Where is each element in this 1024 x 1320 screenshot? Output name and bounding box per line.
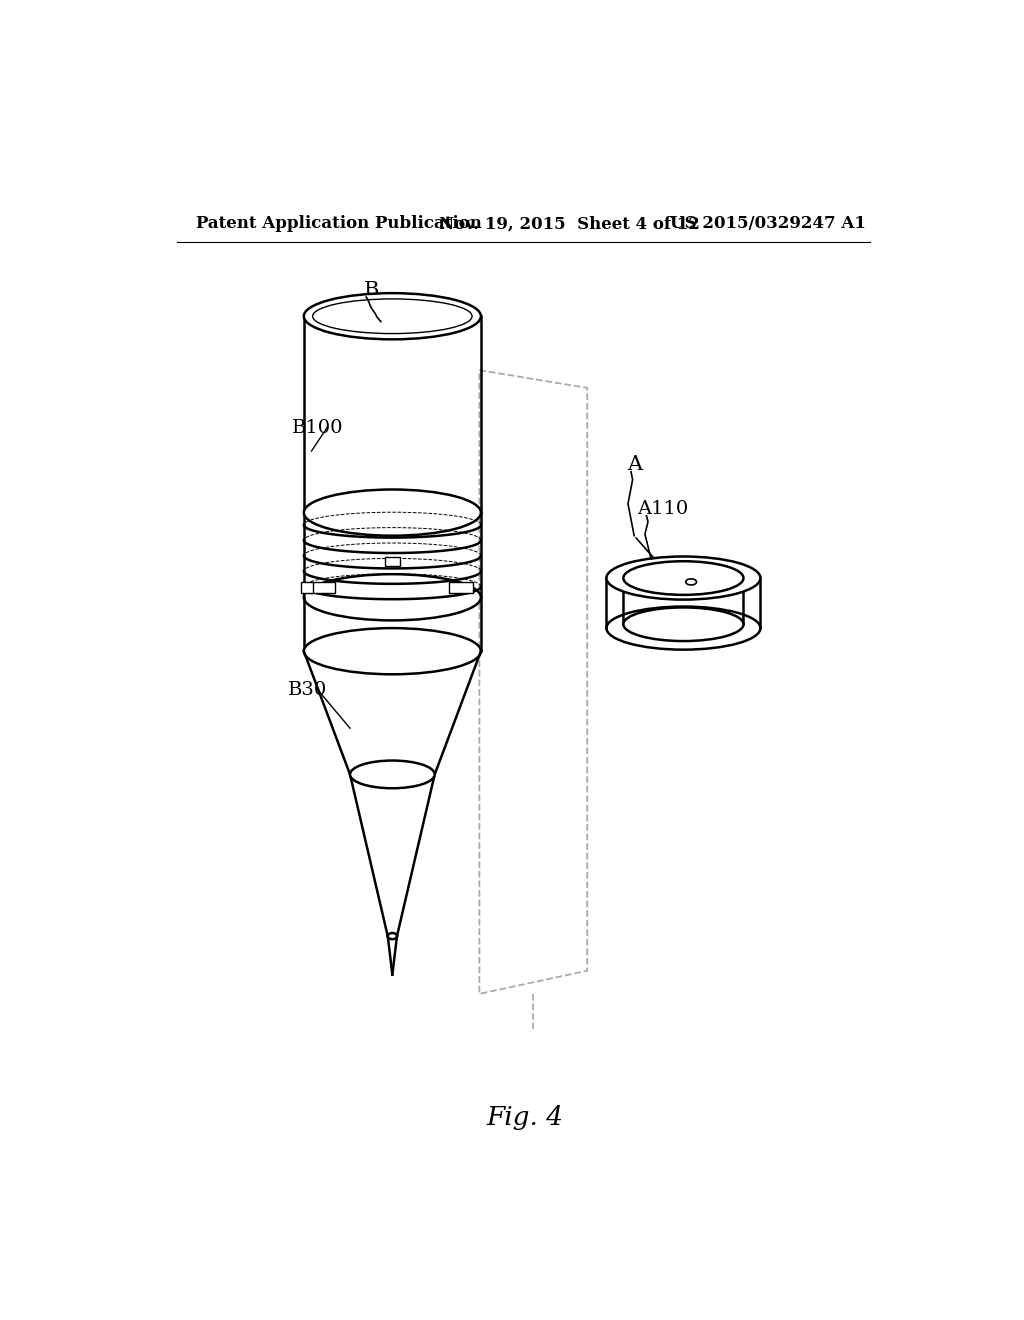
Bar bbox=[310, 582, 335, 593]
Bar bbox=[449, 582, 473, 593]
Text: B30: B30 bbox=[289, 681, 328, 698]
Ellipse shape bbox=[304, 490, 481, 536]
Text: A: A bbox=[628, 455, 642, 474]
Text: B100: B100 bbox=[292, 418, 344, 437]
Text: Nov. 19, 2015  Sheet 4 of 12: Nov. 19, 2015 Sheet 4 of 12 bbox=[438, 215, 699, 232]
Text: Patent Application Publication: Patent Application Publication bbox=[196, 215, 482, 232]
Ellipse shape bbox=[304, 293, 481, 339]
Bar bbox=[301, 582, 313, 593]
Text: US 2015/0329247 A1: US 2015/0329247 A1 bbox=[670, 215, 865, 232]
Ellipse shape bbox=[350, 760, 435, 788]
Ellipse shape bbox=[686, 578, 696, 585]
Ellipse shape bbox=[312, 298, 472, 334]
Ellipse shape bbox=[304, 628, 481, 675]
Ellipse shape bbox=[304, 574, 481, 620]
Ellipse shape bbox=[606, 607, 761, 649]
Bar bbox=[385, 557, 400, 566]
Ellipse shape bbox=[388, 933, 397, 940]
Ellipse shape bbox=[624, 561, 743, 595]
Ellipse shape bbox=[606, 557, 761, 599]
Text: Fig. 4: Fig. 4 bbox=[486, 1105, 563, 1130]
Ellipse shape bbox=[624, 607, 743, 642]
Text: A110: A110 bbox=[637, 500, 688, 517]
Text: B: B bbox=[364, 281, 379, 301]
